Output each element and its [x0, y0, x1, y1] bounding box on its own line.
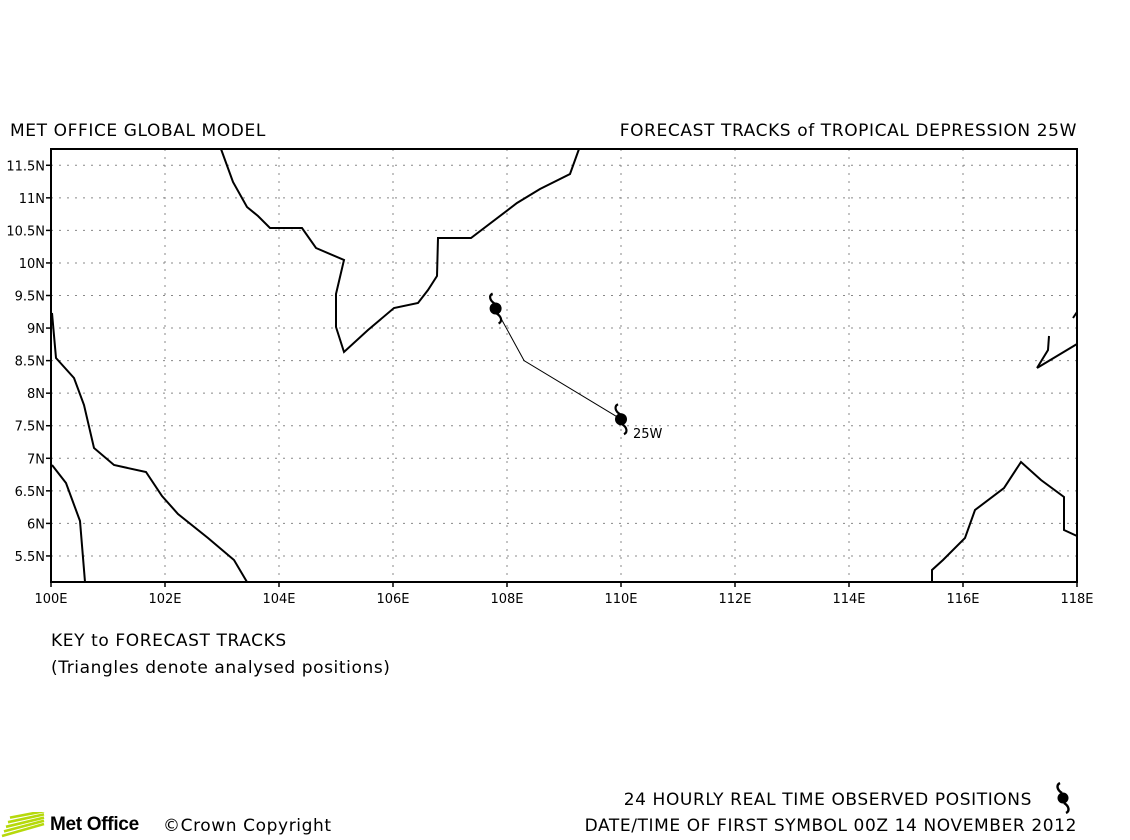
- cyclone-symbol: [614, 403, 628, 436]
- forecast-title: FORECAST TRACKS of TROPICAL DEPRESSION 2…: [619, 121, 1077, 141]
- coastlines: [51, 148, 1078, 583]
- forecast-map: 25W 100E 102E 104E 106E 108E 110E 112E 114E 116E…: [6, 148, 1094, 607]
- met-office-logo: Met Office: [0, 812, 139, 838]
- coastline-malaysia-south: [51, 464, 86, 583]
- coastline-borneo: [931, 460, 1078, 582]
- lat-tick-label: 8.5N: [15, 355, 45, 370]
- lat-tick-label: 9N: [27, 322, 45, 337]
- key-title: KEY to FORECAST TRACKS: [51, 631, 287, 651]
- coastline-malay-peninsula: [51, 312, 248, 583]
- storm-label: 25W: [633, 427, 663, 442]
- lon-tick-label: 104E: [262, 592, 295, 607]
- lat-tick-label: 10N: [19, 257, 45, 272]
- map-frame: [50, 148, 1078, 583]
- axis-labels: 100E 102E 104E 106E 108E 110E 112E 114E 116E 118E…: [6, 159, 1093, 607]
- lon-tick-label: 100E: [34, 592, 67, 607]
- lon-tick-label: 112E: [718, 592, 751, 607]
- track-line: [495, 308, 622, 420]
- lon-tick-label: 116E: [946, 592, 979, 607]
- lat-tick-label: 5.5N: [15, 550, 45, 565]
- coastline-palawan: [1036, 311, 1078, 369]
- cyclone-icon: [1056, 782, 1070, 814]
- lat-tick-label: 6N: [27, 517, 45, 532]
- lat-tick-label: 8N: [27, 387, 45, 402]
- lat-tick-label: 9.5N: [15, 290, 45, 305]
- cyclone-symbol: [489, 292, 503, 325]
- lon-tick-label: 118E: [1060, 592, 1093, 607]
- forecast-track: 25W: [489, 292, 663, 442]
- met-office-logo-icon: [1, 812, 45, 838]
- lon-tick-label: 106E: [376, 592, 409, 607]
- brand-name: Met Office: [50, 814, 139, 835]
- lon-tick-label: 102E: [148, 592, 181, 607]
- key-subtitle: (Triangles denote analysed positions): [51, 658, 391, 678]
- first-symbol-datetime: DATE/TIME OF FIRST SYMBOL 00Z 14 NOVEMBE…: [584, 816, 1077, 836]
- coastline-vietnam: [220, 148, 580, 354]
- lon-tick-label: 114E: [832, 592, 865, 607]
- lon-tick-label: 108E: [490, 592, 523, 607]
- observed-positions-label: 24 HOURLY REAL TIME OBSERVED POSITIONS: [623, 790, 1032, 810]
- model-title: MET OFFICE GLOBAL MODEL: [10, 121, 266, 141]
- lon-tick-label: 110E: [604, 592, 637, 607]
- grid-lines: [51, 149, 1077, 582]
- lat-tick-label: 11.5N: [6, 159, 45, 174]
- lat-tick-label: 7N: [27, 452, 45, 467]
- copyright-notice: ©Crown Copyright: [163, 816, 332, 836]
- lat-tick-label: 7.5N: [15, 420, 45, 435]
- lat-tick-label: 10.5N: [6, 224, 45, 239]
- lat-tick-label: 6.5N: [15, 485, 45, 500]
- lat-tick-label: 11N: [19, 192, 45, 207]
